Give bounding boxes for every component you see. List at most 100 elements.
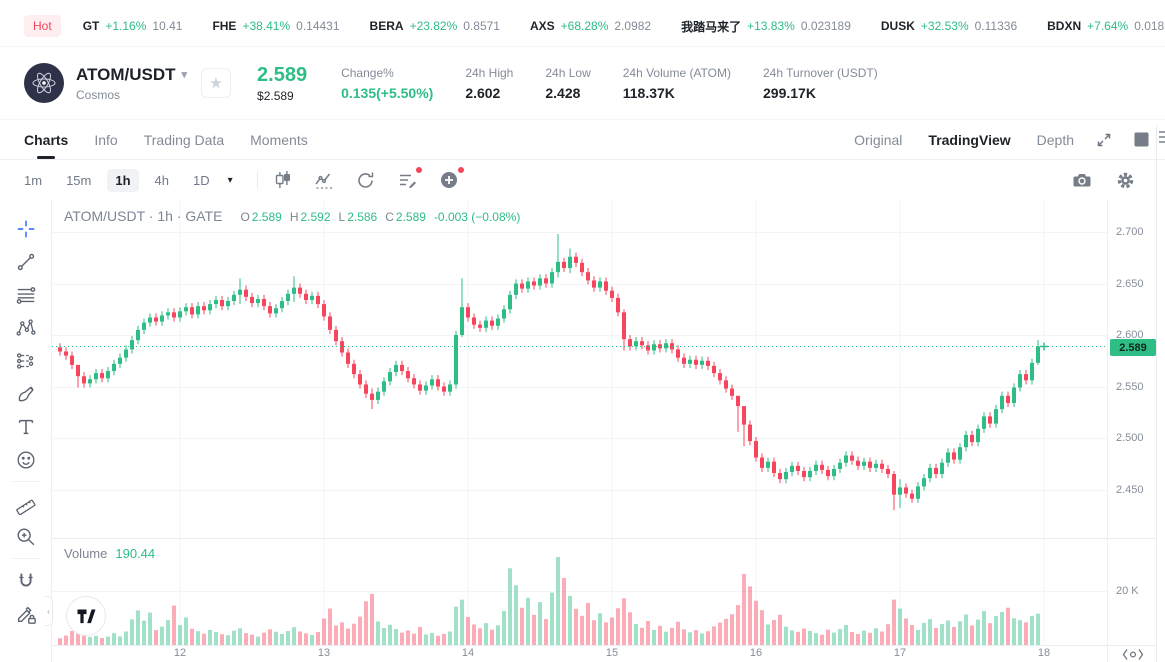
price-tick: 2.550 bbox=[1116, 380, 1144, 393]
chart-canvas[interactable]: ATOM/USDT · 1h · GATE O 2.589 H 2.592 L 2.5… bbox=[52, 200, 1107, 662]
star-icon: ★ bbox=[209, 75, 223, 92]
interval-4h[interactable]: 4h bbox=[154, 172, 169, 188]
forecast-tool[interactable] bbox=[11, 344, 41, 377]
interval-1m[interactable]: 1m bbox=[24, 172, 43, 188]
toolbar-right bbox=[1048, 170, 1149, 190]
ticker-item[interactable]: FHE +38.41% 0.14431 bbox=[212, 19, 340, 33]
chart-mode-tabs: Original TradingView Depth bbox=[828, 132, 1149, 148]
fullscreen-expand-icon[interactable] bbox=[1096, 132, 1112, 148]
drawing-tools-sidebar bbox=[0, 200, 52, 662]
network-name: Cosmos bbox=[76, 87, 121, 102]
settings-gear-icon[interactable] bbox=[1116, 171, 1135, 190]
notification-dot bbox=[415, 167, 422, 173]
stat-turnover: 24h Turnover (USDT) 299.17K bbox=[763, 65, 878, 101]
time-tick: 14 bbox=[461, 647, 475, 659]
fib-retracement-tool[interactable] bbox=[11, 278, 41, 311]
divider bbox=[256, 171, 258, 189]
magnet-tool[interactable] bbox=[11, 564, 41, 597]
time-tick: 13 bbox=[317, 647, 331, 659]
camera-snapshot-icon[interactable] bbox=[1072, 170, 1092, 190]
trend-line-tool[interactable] bbox=[11, 245, 41, 278]
layout-square-icon[interactable] bbox=[1134, 132, 1149, 147]
drawing-templates-icon[interactable] bbox=[397, 167, 422, 190]
chart-toolbar: 1m 15m 1h 4h 1D ▾ bbox=[0, 160, 1165, 200]
timezone-icon[interactable] bbox=[1122, 648, 1144, 661]
tab-original[interactable]: Original bbox=[854, 131, 903, 148]
last-price: 2.589 bbox=[257, 63, 308, 86]
legend-change: -0.003 (−0.08%) bbox=[433, 210, 521, 224]
price-tick: 2.600 bbox=[1116, 329, 1144, 341]
interval-15m[interactable]: 15m bbox=[66, 172, 92, 188]
ticker-item[interactable]: DUSK +32.53% 0.11336 bbox=[880, 19, 1018, 33]
tab-charts[interactable]: Charts bbox=[24, 120, 68, 159]
chart-region: ATOM/USDT · 1h · GATE O 2.589 H 2.592 L 2.5… bbox=[0, 200, 1165, 662]
ticker-item[interactable]: BDXN+7.64%0.01871 bbox=[1047, 19, 1165, 33]
legend-symbol: ATOM/USDT · 1h · GATE bbox=[64, 208, 223, 224]
stat-volume: 24h Volume (ATOM) 118.37K bbox=[622, 65, 731, 101]
pair-block: ATOM/USDT ▾ Cosmos bbox=[76, 65, 187, 102]
price-tick: 2.500 bbox=[1116, 432, 1144, 444]
stat-change: Change% 0.135(+5.50%) bbox=[341, 65, 434, 101]
tradingview-logo[interactable] bbox=[66, 596, 106, 636]
hot-ticker-bar: Hot GT +1.16% 10.41 FHE +38.41% 0.14431 BERA +2… bbox=[0, 0, 1165, 47]
indicators-icon[interactable] bbox=[314, 170, 334, 190]
sidebar-collapse-handle[interactable]: ‹ bbox=[45, 596, 53, 626]
stat-high: 24h High 2.602 bbox=[465, 65, 514, 101]
ticker-item[interactable]: AXS +68.28% 2.0982 bbox=[529, 19, 652, 33]
interval-1d[interactable]: 1D bbox=[193, 172, 210, 188]
tab-moments[interactable]: Moments bbox=[250, 131, 308, 148]
price-usd: $2.589 bbox=[257, 88, 294, 103]
price-axis[interactable]: 2.700 2.650 2.600 2.550 2.500 2.450 20 K 2.58… bbox=[1107, 200, 1157, 662]
price-block: 2.589 $2.589 bbox=[257, 64, 307, 103]
tab-trading-data[interactable]: Trading Data bbox=[143, 131, 225, 148]
tab-info[interactable]: Info bbox=[94, 131, 118, 148]
zoom-in-tool[interactable] bbox=[11, 520, 41, 553]
ruler-tool[interactable] bbox=[11, 487, 41, 520]
axis-separator bbox=[1108, 645, 1157, 646]
price-tick: 2.650 bbox=[1116, 277, 1144, 290]
pair-name: ATOM/USDT bbox=[76, 64, 176, 84]
last-price-badge: 2.589 bbox=[1110, 339, 1156, 356]
right-panel-handle-icon[interactable] bbox=[1159, 131, 1165, 146]
pair-header: ATOM/USDT ▾ Cosmos ★ 2.589 $2.589 Change… bbox=[0, 47, 1165, 120]
favorite-star-button[interactable]: ★ bbox=[201, 68, 232, 98]
drawing-lock-tool[interactable] bbox=[11, 597, 41, 630]
ticker-item[interactable]: GT +1.16% 10.41 bbox=[82, 19, 183, 33]
hot-badge: Hot bbox=[24, 15, 61, 37]
refresh-icon[interactable] bbox=[356, 171, 375, 190]
ticker-item[interactable]: 我踏马来了 +13.83% 0.023189 bbox=[681, 19, 851, 34]
price-tick: 2.450 bbox=[1116, 483, 1144, 496]
pane-separator bbox=[1108, 538, 1157, 539]
time-tick: 16 bbox=[749, 647, 763, 659]
crosshair-tool[interactable] bbox=[11, 212, 41, 245]
time-tick: 18 bbox=[1037, 647, 1051, 659]
volume-axis-tick: 20 K bbox=[1116, 585, 1139, 597]
candlestick-style-icon[interactable] bbox=[272, 170, 292, 190]
right-panel-divider bbox=[1156, 125, 1157, 662]
atom-logo-icon bbox=[24, 63, 64, 103]
add-indicator-icon[interactable] bbox=[439, 167, 464, 190]
chart-svg bbox=[52, 200, 1107, 646]
ticker-list: GT +1.16% 10.41 FHE +38.41% 0.14431 BERA +23.82… bbox=[83, 18, 1165, 35]
tab-tradingview[interactable]: TradingView bbox=[928, 131, 1011, 148]
brush-tool[interactable] bbox=[11, 377, 41, 410]
divider bbox=[11, 481, 40, 482]
interval-1h[interactable]: 1h bbox=[107, 168, 139, 192]
chart-legend: ATOM/USDT · 1h · GATE O 2.589 H 2.592 L 2.5… bbox=[64, 208, 521, 224]
right-edge-strip bbox=[1157, 200, 1165, 662]
interval-dropdown-icon[interactable]: ▾ bbox=[227, 174, 233, 186]
notification-dot bbox=[457, 167, 464, 173]
chevron-down-icon: ▾ bbox=[181, 69, 188, 81]
pair-selector[interactable]: ATOM/USDT ▾ bbox=[76, 65, 187, 85]
xabcd-pattern-tool[interactable] bbox=[11, 311, 41, 344]
time-tick: 17 bbox=[893, 647, 907, 659]
ticker-item[interactable]: BERA +23.82% 0.8571 bbox=[369, 19, 500, 33]
price-tick: 2.700 bbox=[1116, 226, 1144, 238]
time-tick: 15 bbox=[605, 647, 619, 659]
emoji-tool[interactable] bbox=[11, 443, 41, 476]
volume-legend: Volume 190.44 bbox=[64, 546, 156, 561]
tab-depth[interactable]: Depth bbox=[1036, 131, 1074, 148]
time-tick: 12 bbox=[173, 647, 187, 659]
page-tabs: Charts Info Trading Data Moments Origina… bbox=[0, 120, 1165, 160]
text-tool[interactable] bbox=[11, 410, 41, 443]
